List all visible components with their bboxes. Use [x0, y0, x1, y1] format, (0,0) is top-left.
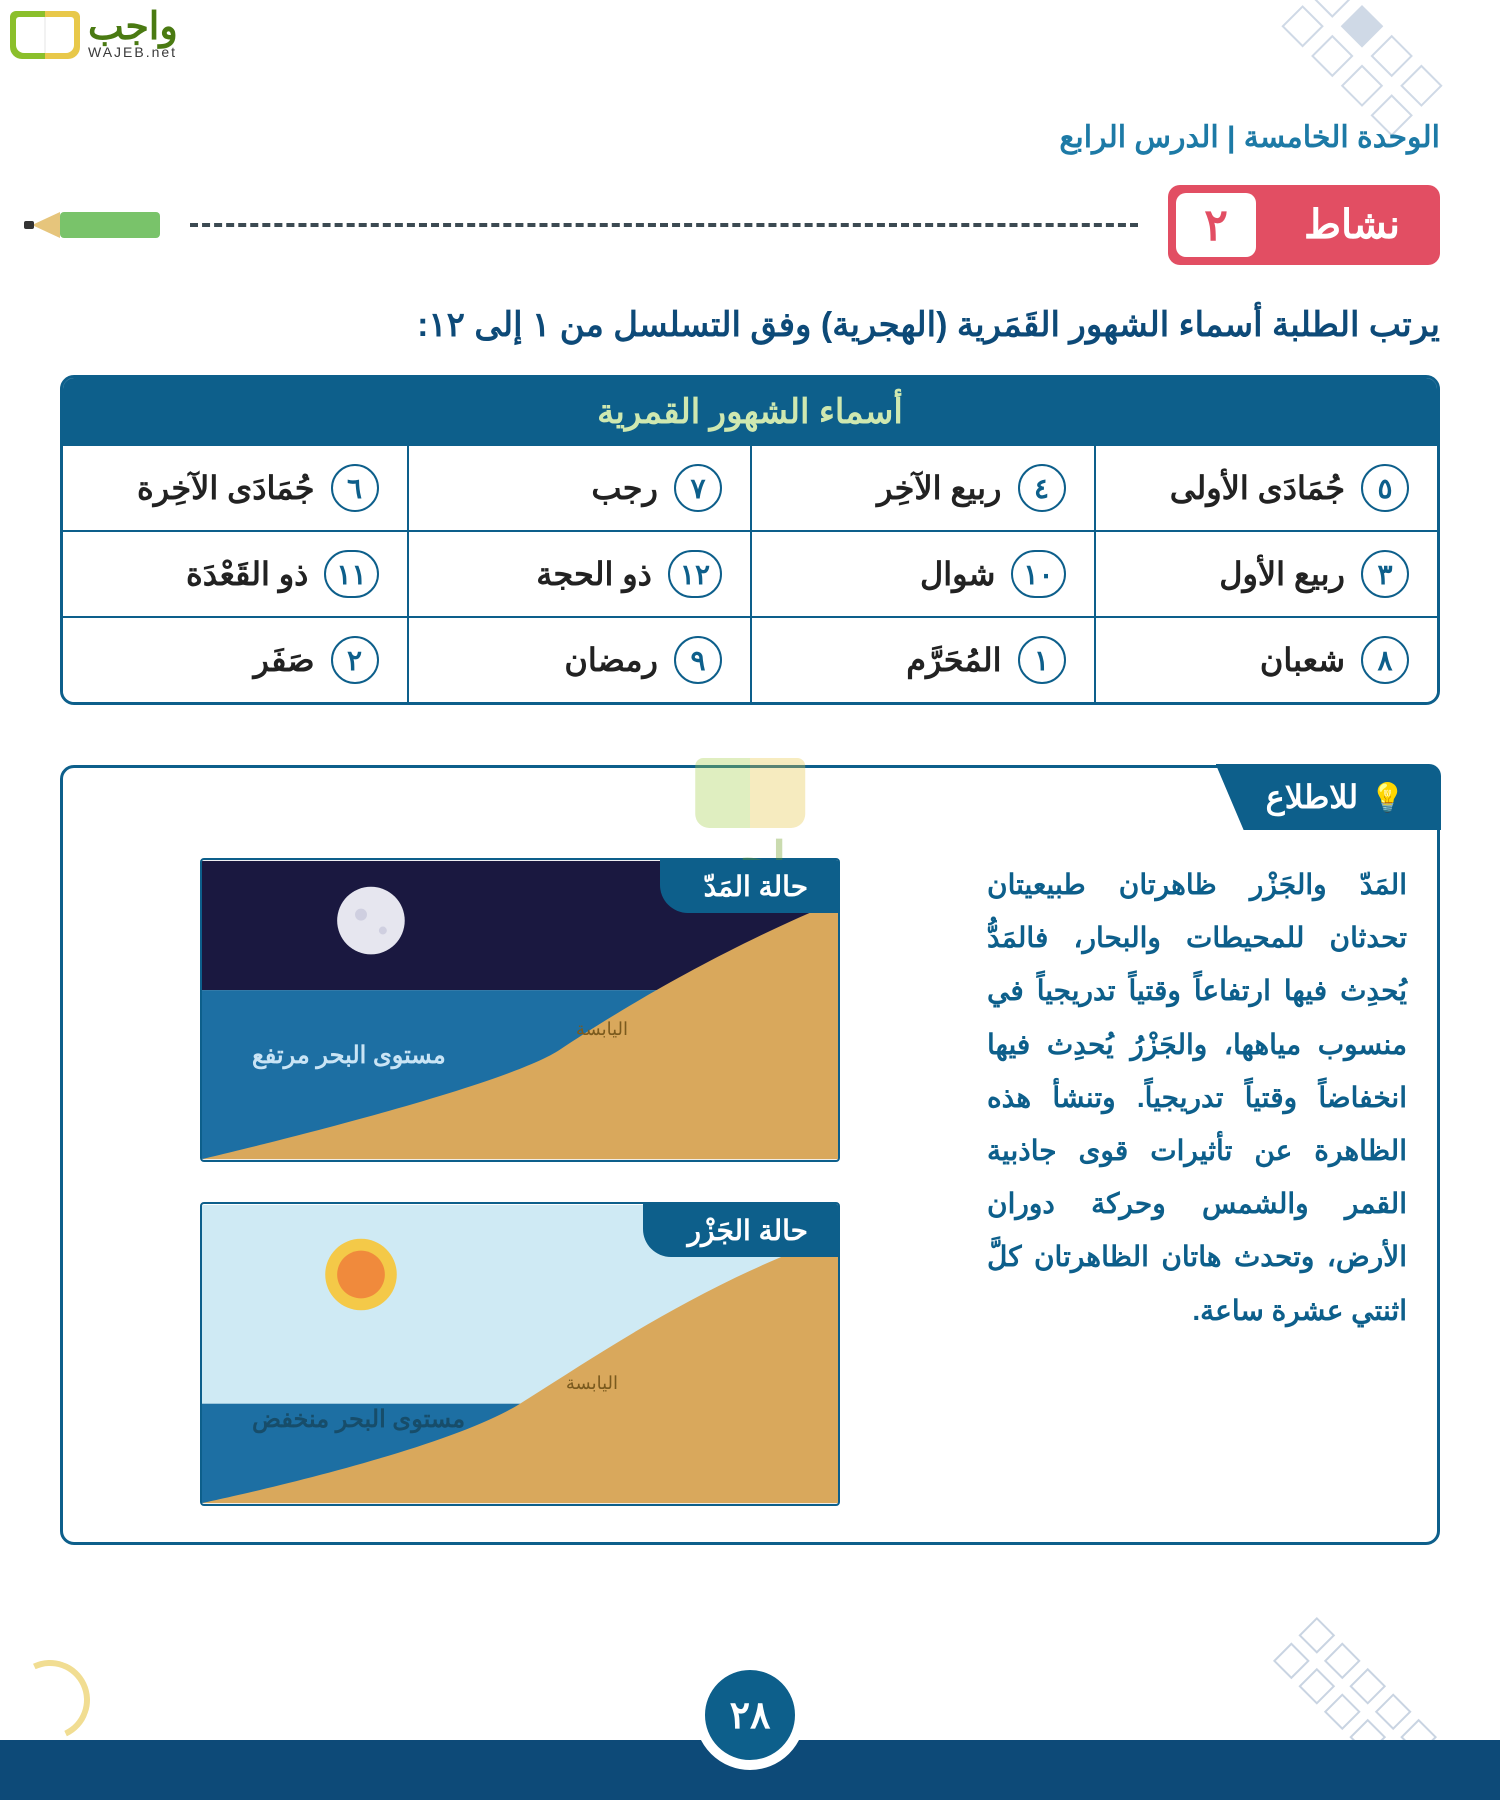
month-cell: ٥ جُمَادَى الأولى: [1094, 446, 1438, 530]
month-name: ربيع الأول: [1219, 555, 1345, 593]
month-name: ذو القَعْدَة: [186, 555, 308, 593]
month-number: ١: [1018, 636, 1066, 684]
instruction-text: يرتب الطلبة أسماء الشهور القَمَرية (الهج…: [60, 305, 1440, 345]
months-table-title: أسماء الشهور القمرية: [63, 378, 1437, 446]
month-cell: ٦ جُمَادَى الآخِرة: [63, 446, 407, 530]
breadcrumb: الوحدة الخامسة | الدرس الرابع: [60, 120, 1440, 155]
low-land-label: اليابسة: [566, 1373, 618, 1394]
site-logo: واجب WAJEB.net: [10, 10, 178, 60]
logo-ar: واجب: [88, 10, 178, 44]
month-number: ٦: [331, 464, 379, 512]
month-cell: ٩ رمضان: [407, 616, 751, 702]
pencil-icon: [60, 212, 160, 238]
month-number: ٩: [674, 636, 722, 684]
month-number: ٣: [1361, 550, 1409, 598]
dashed-line: [190, 223, 1138, 227]
activity-label: نشاط: [1264, 202, 1440, 248]
month-name: صَفَر: [253, 641, 314, 679]
month-cell: ١ المُحَرَّم: [750, 616, 1094, 702]
diagram-low-tide: حالة الجَزْر مستوى البحر منخفض اليابسة: [200, 1202, 840, 1506]
info-tag-label: للاطلاع: [1266, 778, 1359, 816]
month-name: ربيع الآخِر: [877, 469, 1002, 507]
month-name: رجب: [591, 469, 658, 507]
low-sea-label: مستوى البحر منخفض: [252, 1405, 465, 1434]
lightbulb-icon: 💡: [1370, 781, 1405, 814]
month-number: ١٠: [1011, 550, 1065, 598]
month-number: ٥: [1361, 464, 1409, 512]
page-number-badge: ٢٨: [695, 1660, 805, 1770]
month-number: ٤: [1018, 464, 1066, 512]
month-number: ٧: [674, 464, 722, 512]
info-box: 💡 للاطلاع واجب WAJEB.net المَدّ والجَزْر…: [60, 765, 1440, 1545]
month-name: ذو الحجة: [536, 555, 652, 593]
month-cell: ١٢ ذو الحجة: [407, 530, 751, 616]
activity-badge: نشاط ٢: [1168, 185, 1440, 265]
logo-en: WAJEB.net: [88, 44, 178, 60]
decor-squares-top: [1281, 0, 1442, 137]
book-icon: [10, 11, 80, 59]
month-number: ١٢: [668, 550, 722, 598]
month-cell: ٧ رجب: [407, 446, 751, 530]
high-sea-label: مستوى البحر مرتفع: [252, 1041, 446, 1070]
month-number: ٢: [331, 636, 379, 684]
diagram-high-title: حالة المَدّ: [660, 860, 838, 913]
month-number: ١١: [324, 550, 378, 598]
activity-header: نشاط ٢: [60, 185, 1440, 265]
months-table: أسماء الشهور القمرية ٥ جُمَادَى الأولى ٤ رب…: [60, 375, 1440, 705]
month-cell: ١١ ذو القَعْدَة: [63, 530, 407, 616]
month-name: المُحَرَّم: [906, 641, 1001, 679]
month-cell: ٣ ربيع الأول: [1094, 530, 1438, 616]
diagram-high-tide: حالة المَدّ مستوى البحر مرتفع اليابسة: [200, 858, 840, 1162]
month-name: شوال: [920, 555, 995, 593]
month-number: ٨: [1361, 636, 1409, 684]
high-land-label: اليابسة: [576, 1019, 628, 1040]
info-tag: 💡 للاطلاع: [1216, 764, 1441, 830]
month-cell: ٢ صَفَر: [63, 616, 407, 702]
month-name: شعبان: [1260, 641, 1345, 679]
month-name: جُمَادَى الآخِرة: [137, 469, 315, 507]
month-cell: ١٠ شوال: [750, 530, 1094, 616]
month-name: جُمَادَى الأولى: [1170, 469, 1345, 507]
diagram-low-title: حالة الجَزْر: [643, 1204, 838, 1257]
month-cell: ٤ ربيع الآخِر: [750, 446, 1094, 530]
activity-number: ٢: [1176, 193, 1256, 257]
month-cell: ٨ شعبان: [1094, 616, 1438, 702]
info-paragraph: المَدّ والجَزْر ظاهرتان طبيعيتان تحدثان …: [987, 858, 1407, 1506]
month-name: رمضان: [564, 641, 658, 679]
